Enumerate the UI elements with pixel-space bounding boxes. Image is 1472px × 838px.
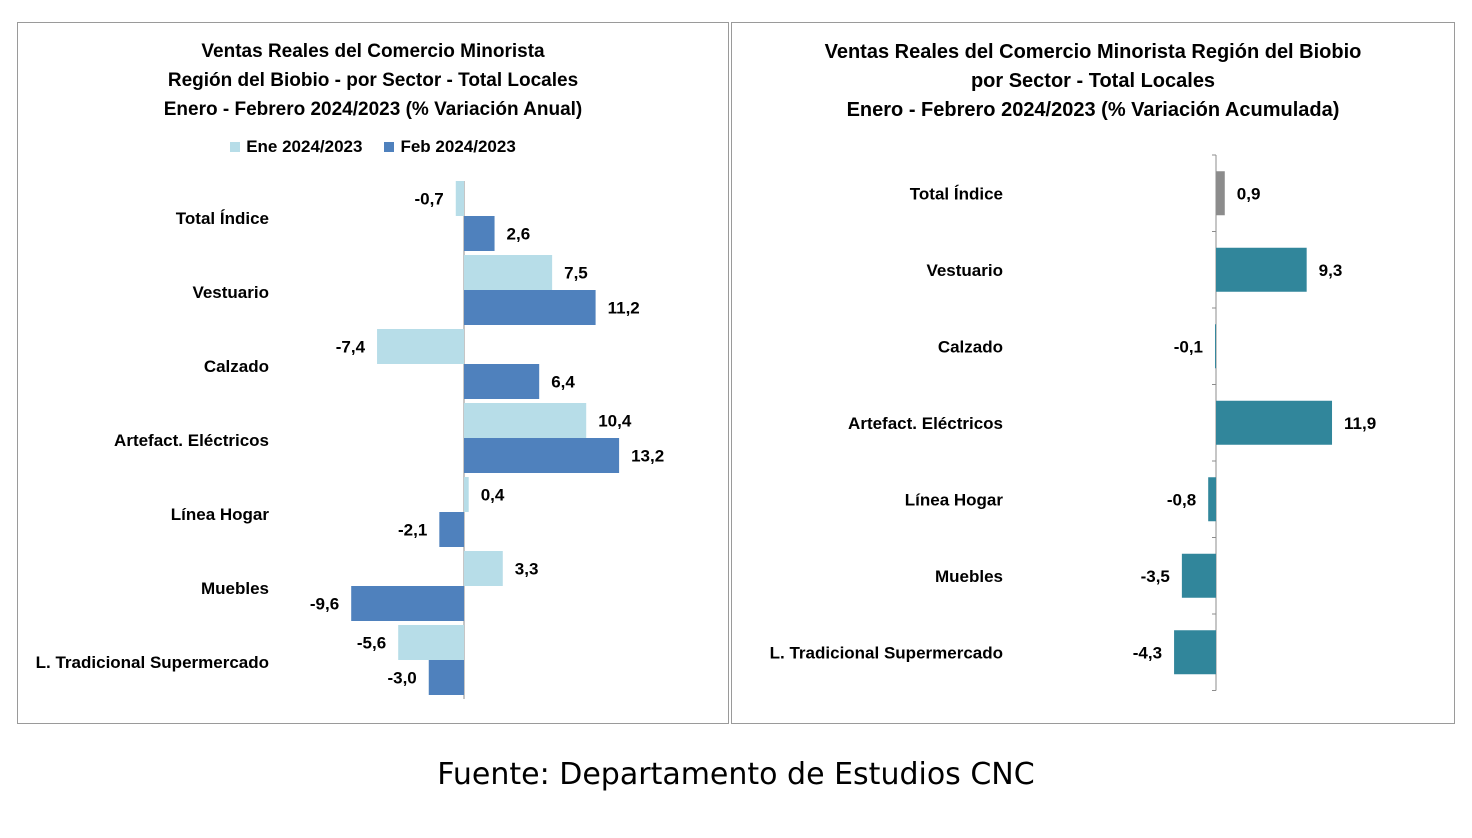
right-chart-panel: Ventas Reales del Comercio Minorista Reg… — [731, 22, 1455, 724]
data-label-feb-2024-2023-vestuario: 11,2 — [608, 299, 640, 318]
right-title-line-3: Enero - Febrero 2024/2023 (% Variación A… — [846, 99, 1340, 121]
category-label-l-tradicional-supermercado: L. Tradicional Supermercado — [770, 643, 1003, 662]
left-chart-title: Ventas Reales del Comercio Minorista Reg… — [18, 37, 728, 124]
legend-swatch-ene — [230, 142, 241, 152]
category-label-linea-hogar: Línea Hogar — [905, 490, 1004, 509]
data-label-feb-2024-2023-total-indice: 2,6 — [507, 225, 531, 244]
data-label-ene-2024-2023-vestuario: 7,5 — [564, 264, 588, 283]
category-label-vestuario: Vestuario — [926, 261, 1003, 280]
data-label-feb-2024-2023-muebles: -9,6 — [310, 595, 339, 614]
left-chart-panel: Ventas Reales del Comercio Minorista Reg… — [17, 22, 729, 724]
left-title-line-3: Enero - Febrero 2024/2023 (% Variación A… — [163, 99, 583, 120]
data-label-acumulada-total-indice: 0,9 — [1237, 184, 1261, 203]
bar-feb-2024-2023-artefact-electricos — [464, 438, 620, 473]
data-label-ene-2024-2023-muebles: 3,3 — [515, 560, 539, 579]
legend-swatch-feb — [384, 142, 395, 152]
category-label-calzado: Calzado — [204, 357, 269, 376]
data-label-ene-2024-2023-artefact-electricos: 10,4 — [598, 412, 632, 431]
bar-acumulada-linea-hogar — [1208, 477, 1216, 522]
bar-feb-2024-2023-muebles — [351, 586, 464, 621]
data-label-feb-2024-2023-calzado: 6,4 — [551, 373, 575, 392]
category-label-l-tradicional-supermercado: L. Tradicional Supermercado — [36, 653, 269, 672]
left-chart-plot: Total Índice -0,7 2,6 Vestuario 7,5 11,2 Calza… — [36, 181, 664, 699]
left-chart-legend: Ene 2024/2023 Feb 2024/2023 — [18, 137, 728, 157]
data-label-ene-2024-2023-l-tradicional-supermercado: -5,6 — [357, 634, 386, 653]
bar-ene-2024-2023-total-indice — [455, 181, 464, 216]
bar-feb-2024-2023-l-tradicional-supermercado — [428, 660, 464, 695]
category-label-linea-hogar: Línea Hogar — [171, 505, 270, 524]
data-label-acumulada-l-tradicional-supermercado: -4,3 — [1133, 643, 1162, 662]
bar-acumulada-total-indice — [1216, 171, 1225, 216]
data-label-ene-2024-2023-total-indice: -0,7 — [414, 190, 443, 209]
legend-label-ene: Ene 2024/2023 — [246, 137, 363, 156]
bar-ene-2024-2023-l-tradicional-supermercado — [398, 625, 464, 660]
left-title-line-2: Región del Biobio - por Sector - Total L… — [167, 70, 579, 91]
legend-item-feb: Feb 2024/2023 — [384, 137, 516, 157]
legend-item-ene: Ene 2024/2023 — [230, 137, 362, 157]
bar-ene-2024-2023-linea-hogar — [464, 477, 469, 512]
bar-acumulada-muebles — [1181, 553, 1216, 598]
category-label-total-indice: Total Índice — [176, 209, 269, 228]
right-title-line-1: Ventas Reales del Comercio Minorista Reg… — [824, 41, 1362, 63]
bar-feb-2024-2023-total-indice — [464, 216, 495, 251]
bar-feb-2024-2023-vestuario — [464, 290, 596, 325]
left-title-line-1: Ventas Reales del Comercio Minorista — [201, 41, 545, 62]
category-label-total-indice: Total Índice — [910, 184, 1003, 203]
category-label-vestuario: Vestuario — [192, 283, 269, 302]
bar-ene-2024-2023-muebles — [464, 551, 503, 586]
category-label-muebles: Muebles — [201, 579, 269, 598]
category-label-artefact-electricos: Artefact. Eléctricos — [848, 414, 1003, 433]
bar-ene-2024-2023-artefact-electricos — [464, 403, 587, 438]
data-label-acumulada-artefact-electricos: 11,9 — [1344, 414, 1376, 433]
data-label-feb-2024-2023-artefact-electricos: 13,2 — [631, 447, 664, 466]
data-label-ene-2024-2023-calzado: -7,4 — [336, 338, 366, 357]
bar-acumulada-artefact-electricos — [1216, 400, 1333, 445]
category-label-calzado: Calzado — [938, 337, 1003, 356]
data-label-feb-2024-2023-linea-hogar: -2,1 — [398, 521, 427, 540]
data-label-acumulada-linea-hogar: -0,8 — [1167, 490, 1196, 509]
bar-feb-2024-2023-calzado — [464, 364, 540, 399]
bar-ene-2024-2023-vestuario — [464, 255, 553, 290]
legend-label-feb: Feb 2024/2023 — [400, 137, 516, 156]
data-label-feb-2024-2023-l-tradicional-supermercado: -3,0 — [387, 669, 416, 688]
category-label-muebles: Muebles — [935, 567, 1003, 586]
right-chart-plot: Total Índice 0,9 Vestuario 9,3 Calzado -0,1 Ar… — [770, 154, 1376, 691]
data-label-ene-2024-2023-linea-hogar: 0,4 — [481, 486, 505, 505]
category-label-artefact-electricos: Artefact. Eléctricos — [114, 431, 269, 450]
source-note: Fuente: Departamento de Estudios CNC — [437, 757, 1035, 792]
data-label-acumulada-calzado: -0,1 — [1174, 337, 1203, 356]
bar-acumulada-calzado — [1215, 324, 1216, 369]
data-label-acumulada-vestuario: 9,3 — [1319, 261, 1343, 280]
right-chart-title: Ventas Reales del Comercio Minorista Reg… — [732, 38, 1454, 125]
bar-acumulada-vestuario — [1216, 247, 1307, 292]
bar-ene-2024-2023-calzado — [377, 329, 464, 364]
right-title-line-2: por Sector - Total Locales — [970, 70, 1216, 92]
bar-feb-2024-2023-linea-hogar — [439, 512, 464, 547]
bar-acumulada-l-tradicional-supermercado — [1174, 630, 1216, 675]
data-label-acumulada-muebles: -3,5 — [1141, 567, 1170, 586]
